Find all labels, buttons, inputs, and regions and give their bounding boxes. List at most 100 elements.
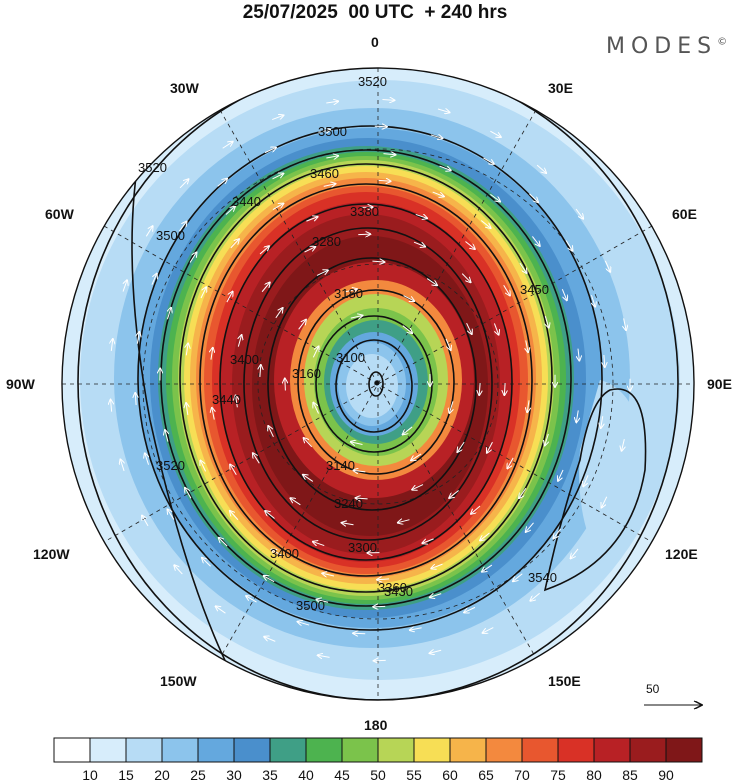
contour-label: 3520: [138, 160, 167, 175]
wind-vector: [145, 226, 152, 237]
wind-vector: [264, 637, 276, 642]
colorbar-box: [449, 737, 487, 763]
wind-vector: [411, 453, 422, 461]
contour-label: 3300: [348, 540, 377, 555]
wind-vector: [532, 236, 539, 245]
wind-vector: [464, 606, 476, 612]
wind-vector: [487, 441, 493, 453]
wind-vector: [211, 348, 213, 360]
colorbar-label: 55: [406, 767, 422, 782]
wind-vector: [168, 509, 175, 520]
contour-label: 3520: [156, 458, 185, 473]
brand-mark: ©: [717, 36, 728, 48]
wind-vector: [272, 115, 283, 121]
wind-vector: [430, 594, 442, 598]
colorbar-label: 90: [658, 767, 674, 782]
height-contour: [179, 163, 553, 593]
wind-vector: [230, 239, 239, 249]
wind-vector: [174, 565, 183, 575]
wind-vector: [601, 416, 603, 428]
wind-vector: [545, 433, 549, 445]
wind-vector: [189, 252, 196, 263]
wind-vector: [268, 426, 274, 438]
colorbar-label: 25: [190, 767, 206, 782]
height-contour: [243, 227, 493, 541]
contour-label: 3180: [334, 286, 363, 301]
contour-label: 3540: [528, 570, 557, 585]
wind-vector: [449, 401, 453, 412]
wind-vector: [377, 579, 390, 580]
colorbar-boxes: [53, 737, 703, 763]
south-pole-dot: [374, 380, 380, 386]
wind-vector: [504, 383, 505, 395]
wind-vector: [382, 99, 394, 100]
wind-vector: [186, 344, 188, 356]
lon-label-150e: 150E: [548, 673, 581, 689]
wind-vector: [111, 400, 112, 412]
contour-label: 3520: [358, 74, 387, 89]
wind-vector: [578, 348, 579, 361]
wind-vector: [480, 220, 490, 229]
wind-vector: [212, 408, 214, 420]
wind-vector: [272, 550, 283, 557]
colorbar-box: [233, 737, 271, 763]
colorbar-box: [197, 737, 235, 763]
wind-vector: [479, 383, 480, 395]
wind-vector: [326, 156, 338, 158]
wind-vector: [471, 505, 481, 514]
colorbar-box: [665, 737, 703, 763]
wind-vector: [432, 191, 444, 196]
wind-vector: [316, 600, 329, 603]
height-contour: [543, 388, 647, 592]
low-center-contour: [368, 371, 384, 397]
lon-label-60w: 60W: [45, 206, 74, 222]
wind-vector: [303, 475, 314, 482]
colorbar-labels: 10 15 20 25 30 35 40 45 50 55 60 65 70 75 80 85 90: [82, 767, 674, 782]
wind-vector: [490, 130, 501, 137]
wind-vector: [403, 295, 415, 301]
colorbar-box: [521, 737, 559, 763]
colorbar-box: [413, 737, 451, 763]
wind-vector: [483, 157, 493, 164]
wind-vector: [313, 403, 319, 414]
wind-vector: [493, 323, 498, 334]
contour-label: 3500: [156, 228, 185, 243]
wind-vector: [272, 174, 284, 180]
wind-vector: [226, 292, 233, 303]
wind-vector: [120, 459, 124, 472]
wind-vector: [261, 283, 270, 293]
wind-vector: [415, 214, 427, 218]
wind-vector: [445, 338, 451, 350]
wind-vector: [383, 154, 395, 155]
lon-label-0: 0: [371, 34, 379, 50]
wind-vector: [353, 633, 366, 634]
wind-vector: [437, 109, 450, 112]
wind-vector: [151, 274, 157, 285]
wind-vector: [236, 395, 238, 408]
wind-vector: [216, 606, 226, 614]
wind-vector: [219, 538, 228, 547]
contour-label: 3440: [212, 392, 241, 407]
colorbar-label: 20: [154, 767, 170, 782]
wind-vector: [298, 320, 306, 330]
wind-vector: [483, 627, 494, 633]
lon-label-30e: 30E: [548, 80, 573, 96]
wind-vector: [545, 315, 548, 327]
map-title: 25/07/2025 00 UTC + 240 hrs: [242, 2, 508, 23]
colorbar-label: 60: [442, 767, 458, 782]
colorbar-box: [377, 737, 415, 763]
wind-vector: [461, 273, 470, 283]
colorbar-label: 80: [586, 767, 602, 782]
lon-label-120w: 120W: [33, 546, 70, 562]
colorbar-label: 15: [118, 767, 134, 782]
wind-vector: [185, 488, 192, 499]
wind-vector: [604, 260, 610, 272]
wind-vector: [230, 465, 237, 476]
wind-speed-shading: [62, 68, 694, 700]
contour-label: 3440: [232, 194, 261, 209]
reference-vector-label: 50: [646, 682, 660, 696]
wind-vector: [351, 442, 363, 445]
wind-vector: [602, 496, 608, 508]
wind-vector: [561, 288, 567, 300]
